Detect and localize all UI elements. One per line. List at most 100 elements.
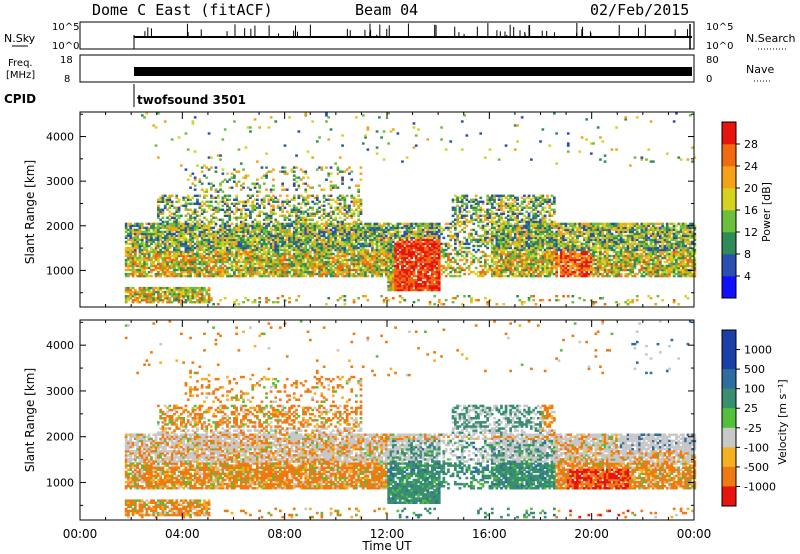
echo-cell [175,200,179,203]
echo-cell [129,258,133,262]
echo-cell [318,256,321,260]
echo-cell [260,254,264,258]
echo-cell [364,224,367,228]
echo-cell [447,264,450,268]
echo-cell [389,276,393,280]
echo-cell [212,266,215,270]
echo-cell [421,254,425,258]
echo-cell [403,232,407,236]
echo-cell [389,284,393,288]
echo-cell [359,254,363,258]
echo-cell [419,254,423,258]
echo-cell [177,260,181,264]
echo-cell [272,262,275,266]
echo-cell [124,262,128,266]
echo-cell [269,258,273,262]
echo-cell [157,274,160,278]
echo-cell [246,268,250,272]
echo-cell [391,278,395,282]
echo-cell [341,170,344,173]
echo-cell [389,240,393,244]
echo-cell [168,210,172,213]
echo-cell [186,218,190,221]
echo-cell [479,260,483,264]
echo-cell [237,236,241,240]
echo-cell [401,272,404,276]
echo-cell [285,228,289,232]
echo-cell [447,244,450,248]
echo-cell [136,270,139,274]
echo-cell [359,222,363,226]
echo-cell [173,236,176,240]
echo-cell [408,284,411,288]
echo-cell [228,266,232,270]
echo-cell [221,208,225,211]
echo-cell [154,256,158,260]
echo-cell [216,260,220,264]
echo-cell [129,286,133,290]
echo-cell [426,280,430,284]
echo-cell [157,272,160,276]
echo-cell [281,200,284,203]
echo-cell [329,250,333,254]
echo-cell [387,299,390,302]
echo-cell [313,242,317,246]
echo-cell [306,252,310,256]
echo-cell [274,236,278,240]
echo-cell [490,260,494,264]
echo-cell [200,254,204,258]
echo-cell [244,258,248,262]
echo-cell [157,266,160,270]
echo-cell [338,272,342,276]
echo-cell [375,240,379,244]
echo-cell [327,232,331,236]
echo-cell [124,295,128,298]
echo-cell [246,262,250,266]
echo-cell [403,274,407,278]
echo-cell [325,250,328,254]
echo-cell [295,206,298,209]
echo-cell [394,284,397,288]
echo-cell [304,274,308,278]
echo-cell [200,268,204,272]
echo-cell [191,182,195,185]
echo-cell [320,256,324,260]
echo-cell [233,168,236,171]
echo-cell [320,258,324,262]
echo-cell [380,272,383,276]
echo-cell [191,240,195,244]
echo-cell [145,234,149,238]
echo-cell [288,204,291,207]
echo-cell [345,204,349,207]
echo-cell [401,260,404,264]
echo-cell [279,246,282,250]
echo-cell [198,270,202,274]
echo-cell [288,226,291,230]
echo-cell [152,288,156,292]
echo-cell [338,170,342,173]
echo-cell [297,238,301,242]
echo-cell [345,236,349,240]
echo-cell [352,246,356,250]
echo-cell [444,226,448,230]
echo-cell [163,264,167,268]
echo-cell [274,250,278,254]
echo-cell [313,232,317,236]
echo-cell [352,268,356,272]
echo-cell [260,176,264,179]
echo-cell [138,232,142,236]
echo-cell [470,297,473,300]
echo-cell [193,242,197,246]
echo-cell [355,270,358,274]
echo-cell [143,236,146,240]
echo-cell [460,266,464,270]
echo-cell [345,238,349,242]
echo-cell [382,228,386,232]
echo-cell [221,240,225,244]
echo-cell [210,232,213,236]
echo-cell [327,238,331,242]
echo-cell [435,244,439,248]
echo-cell [481,250,485,254]
echo-cell [403,236,407,240]
echo-cell [207,234,211,238]
